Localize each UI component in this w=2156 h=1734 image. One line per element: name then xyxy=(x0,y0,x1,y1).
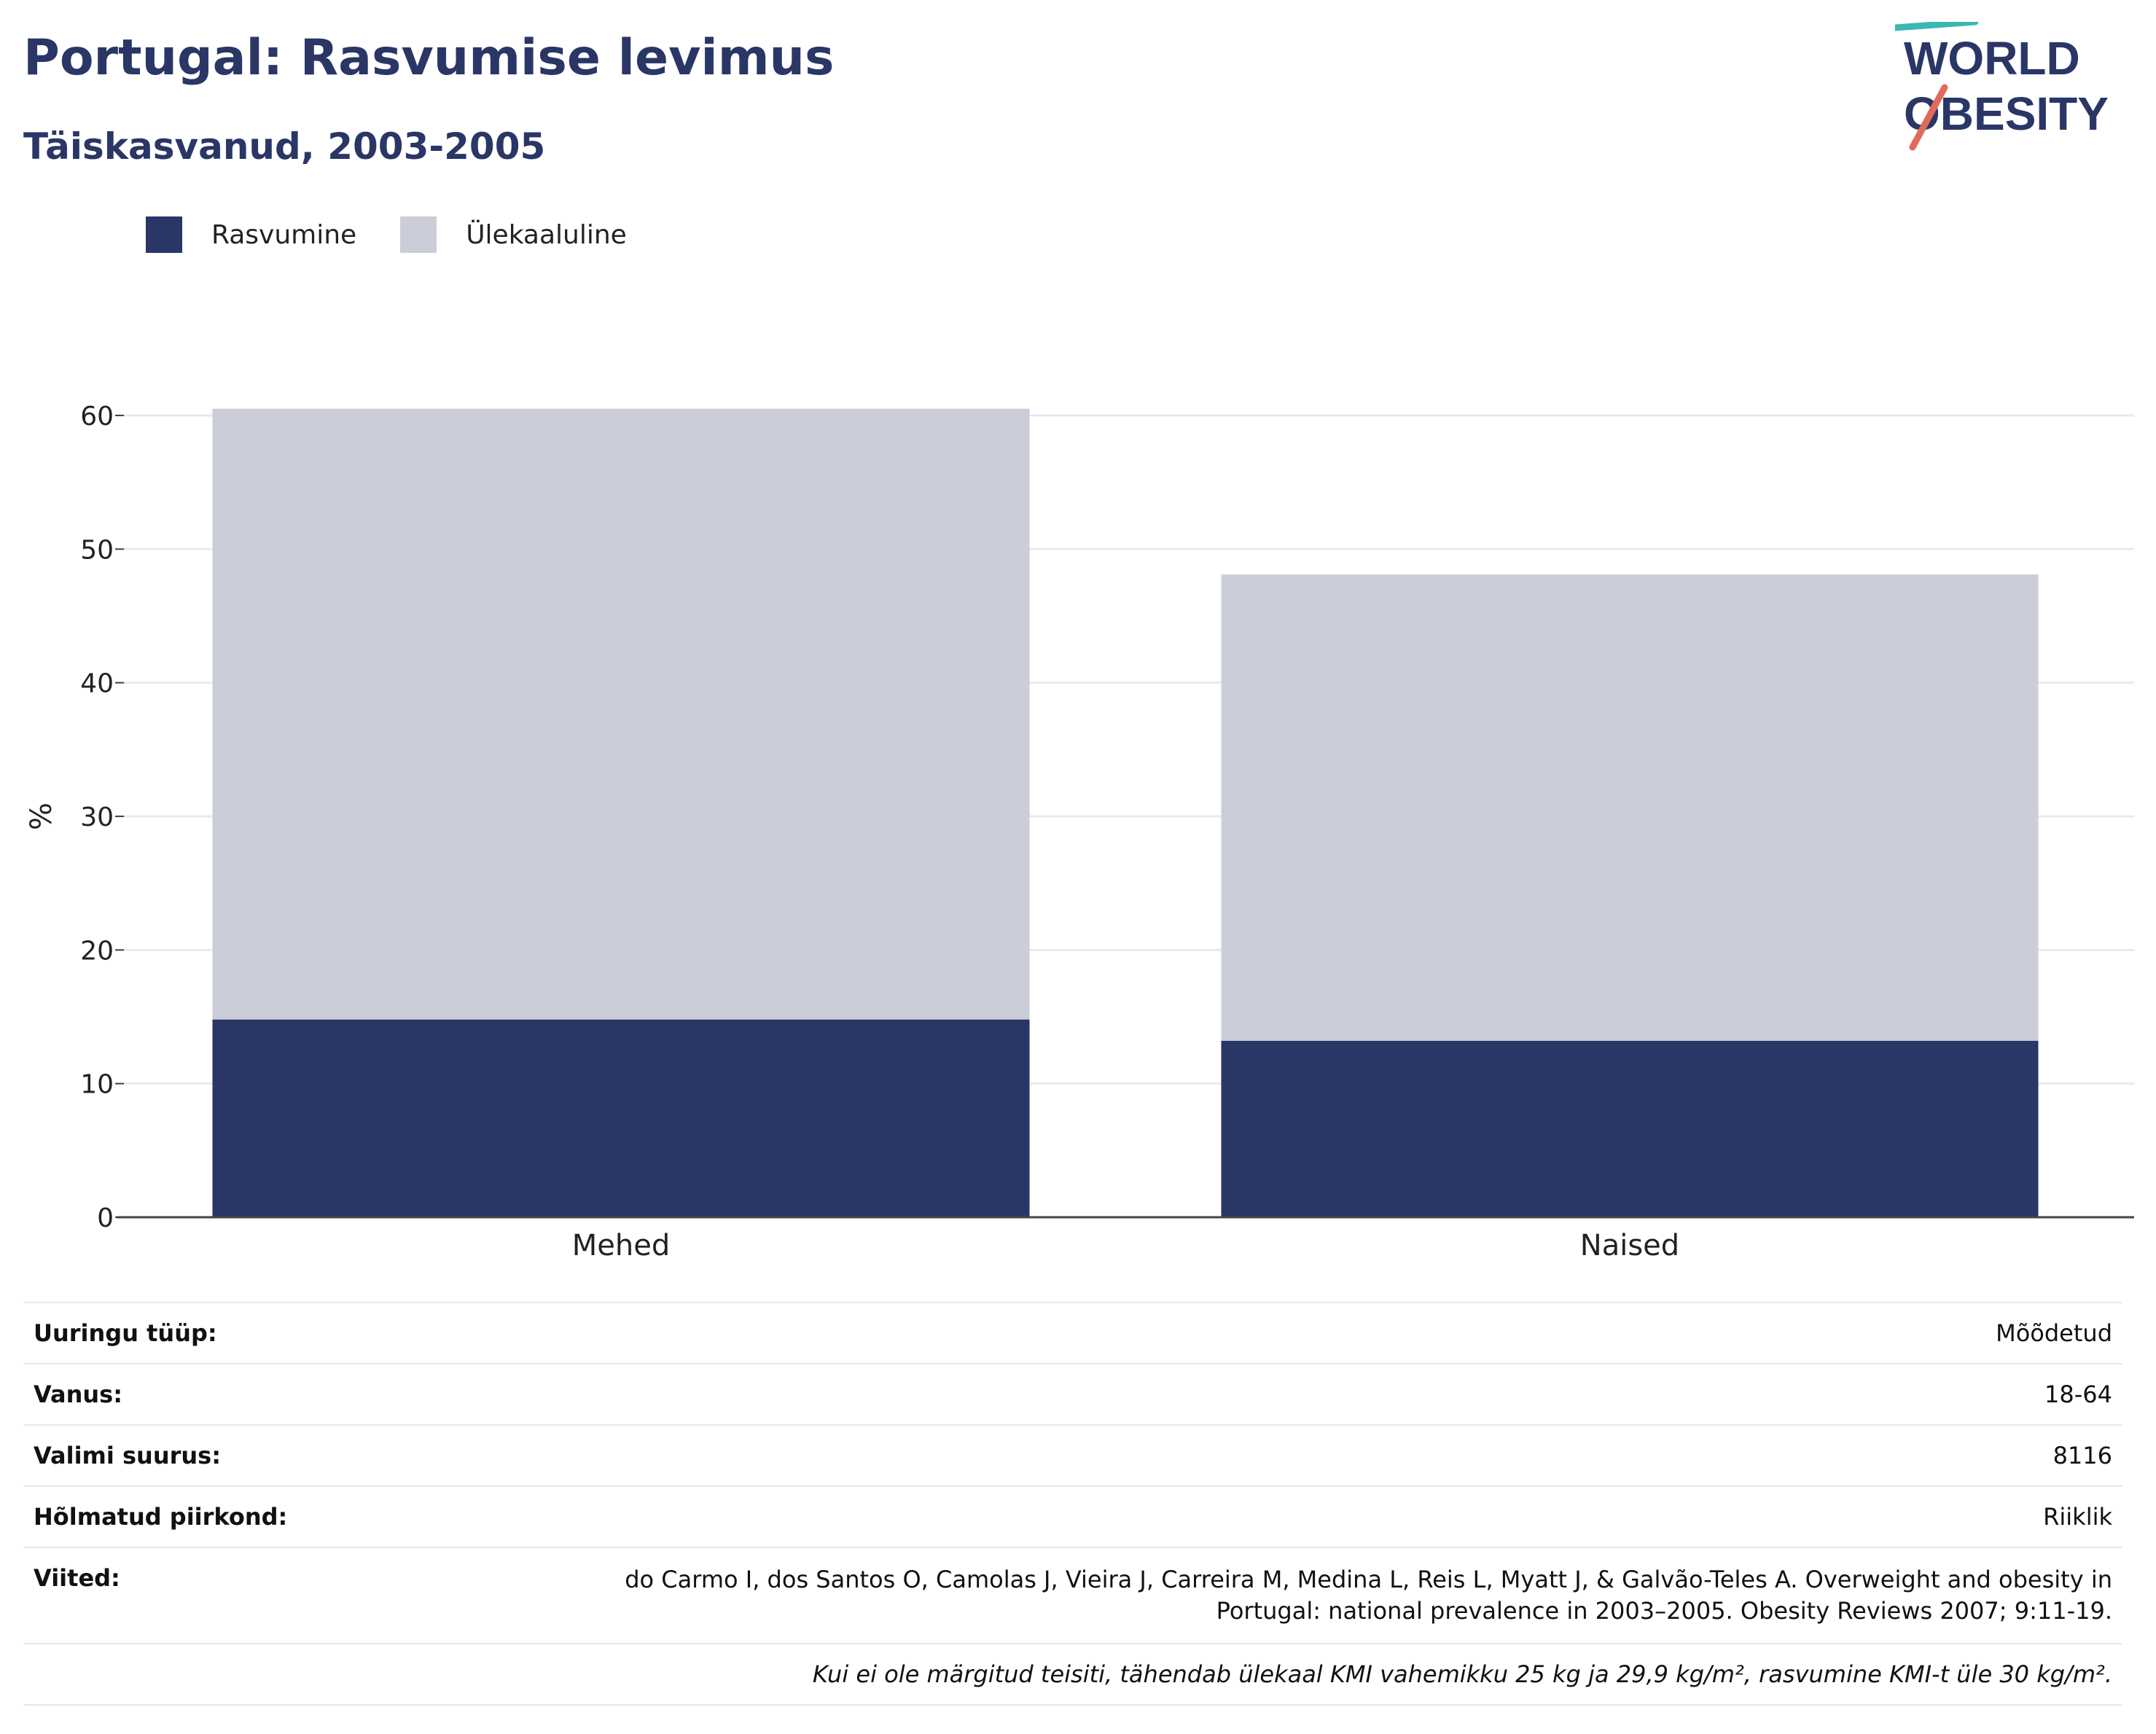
meta-row-sample-size: Valimi suurus: 8116 xyxy=(23,1426,2122,1487)
legend-label-rasvumine: Rasvumine xyxy=(211,219,357,250)
bar-rasvumine-mehed xyxy=(212,1019,1030,1217)
reference-text: do Carmo I, dos Santos O, Camolas J, Vie… xyxy=(625,1566,2112,1625)
meta-row-age: Vanus: 18-64 xyxy=(23,1364,2122,1426)
meta-value: 18-64 xyxy=(2044,1380,2112,1408)
meta-value: 8116 xyxy=(2053,1442,2112,1469)
svg-text:WORLD: WORLD xyxy=(1904,32,2080,85)
bar-ulekaaluline-mehed xyxy=(212,408,1030,1020)
legend-item-rasvumine: Rasvumine xyxy=(146,216,356,253)
world-obesity-logo: WORLD OBESITY xyxy=(1895,22,2109,151)
meta-key: Viited: xyxy=(34,1564,120,1592)
svg-text:OBESITY: OBESITY xyxy=(1904,87,2109,140)
bar-rasvumine-naised xyxy=(1221,1041,2039,1217)
y-axis-label: % xyxy=(25,802,58,830)
meta-row-survey-type: Uuringu tüüp: Mõõdetud xyxy=(23,1303,2122,1364)
legend-swatch-ulekaaluline xyxy=(400,216,437,253)
meta-value: Mõõdetud xyxy=(1996,1319,2112,1347)
meta-value: Riiklik xyxy=(2043,1503,2112,1531)
definition-note: Kui ei ole märgitud teisiti, tähendab ül… xyxy=(23,1644,2122,1706)
meta-key: Vanus: xyxy=(34,1380,123,1408)
bar-chart: 0 10 20 30 40 50 60 Mehed Naised% xyxy=(25,402,2134,1262)
legend-swatch-rasvumine xyxy=(146,216,182,253)
y-tick-label: 30 xyxy=(80,802,114,832)
x-tick-label: Naised xyxy=(1580,1229,1679,1262)
metadata-table: Uuringu tüüp: Mõõdetud Vanus: 18-64 Vali… xyxy=(23,1302,2122,1706)
legend-label-ulekaaluline: Ülekaaluline xyxy=(466,219,627,250)
meta-row-area-covered: Hõlmatud piirkond: Riiklik xyxy=(23,1487,2122,1548)
chart-legend: Rasvumine Ülekaaluline xyxy=(146,216,671,254)
page-subtitle: Täiskasvanud, 2003-2005 xyxy=(23,125,546,168)
meta-row-references: Viited: do Carmo I, dos Santos O, Camola… xyxy=(23,1548,2122,1645)
y-tick-label: 0 xyxy=(97,1203,114,1233)
y-tick-label: 50 xyxy=(80,535,114,565)
meta-key: Valimi suurus: xyxy=(34,1442,222,1469)
bar-ulekaaluline-naised xyxy=(1221,574,2039,1041)
y-tick-label: 60 xyxy=(80,402,114,431)
page-title: Portugal: Rasvumise levimus xyxy=(23,29,835,87)
y-tick-label: 10 xyxy=(80,1070,114,1100)
x-tick-label: Mehed xyxy=(572,1229,670,1262)
meta-key: Uuringu tüüp: xyxy=(34,1319,217,1347)
y-tick-label: 40 xyxy=(80,669,114,699)
legend-item-ulekaaluline: Ülekaaluline xyxy=(400,216,627,253)
meta-key: Hõlmatud piirkond: xyxy=(34,1503,288,1531)
y-tick-label: 20 xyxy=(80,936,114,966)
